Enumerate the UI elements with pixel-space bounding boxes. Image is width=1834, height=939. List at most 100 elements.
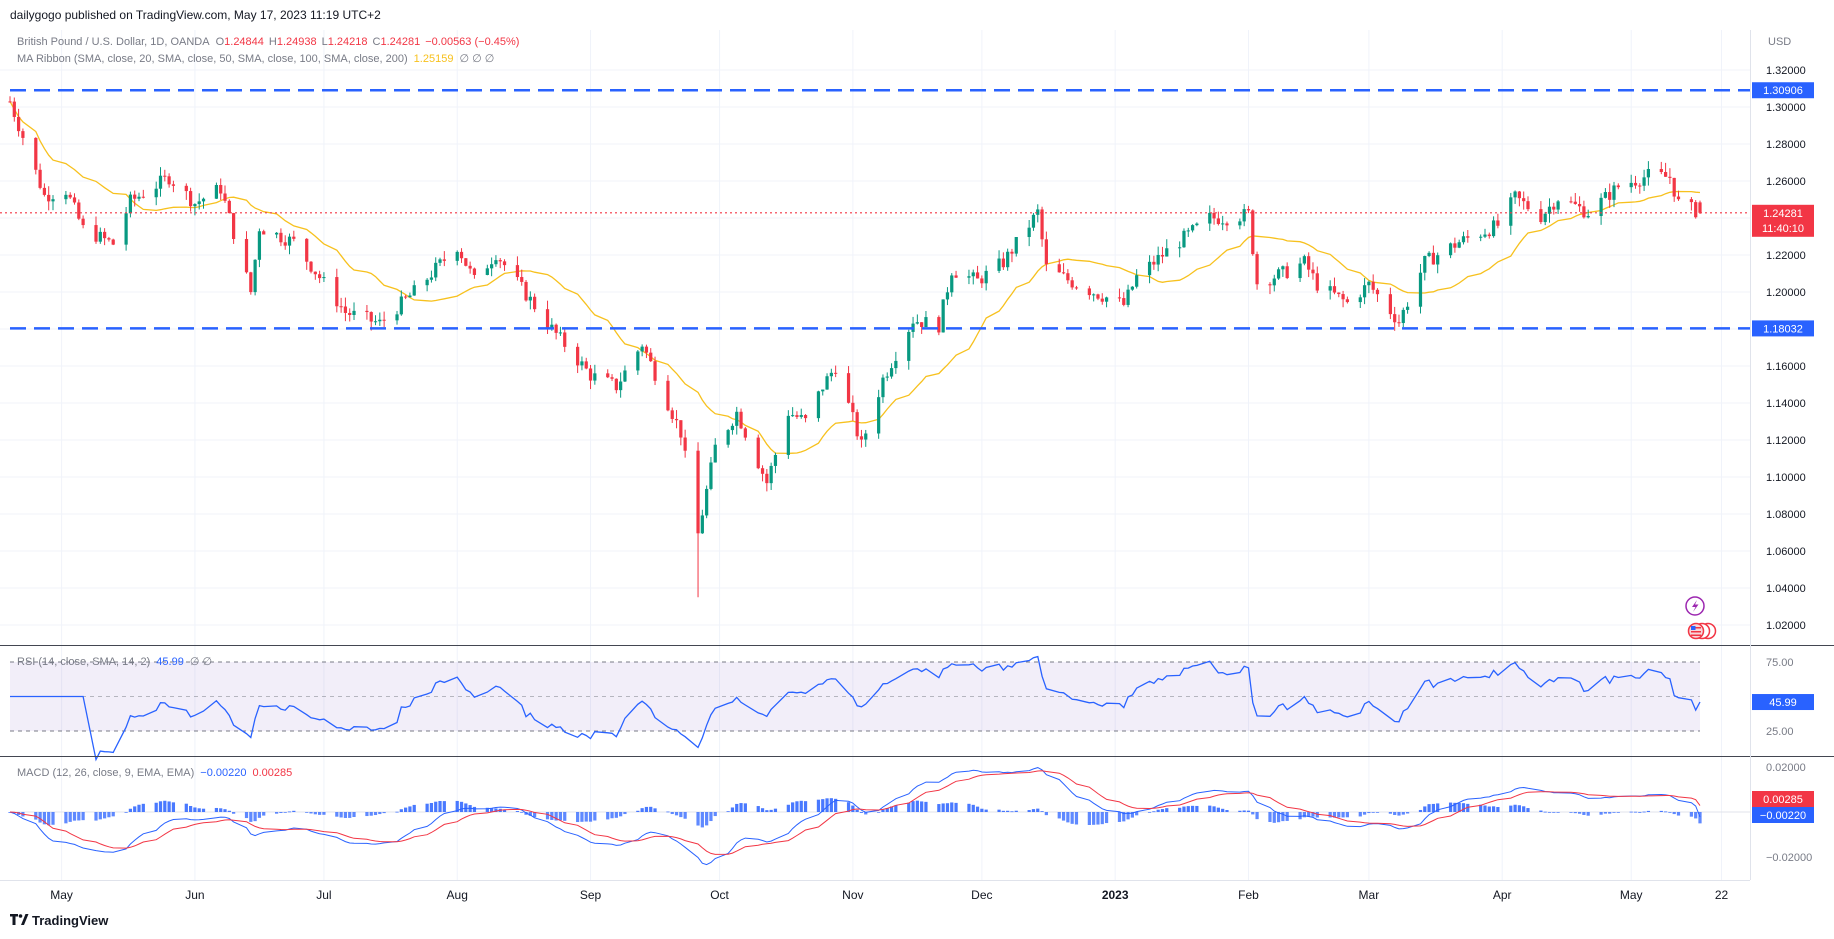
candle-body <box>38 169 42 188</box>
tv-logo-icon[interactable] <box>10 914 29 925</box>
candle-body <box>1397 322 1401 324</box>
candle-body <box>1418 272 1423 307</box>
footer-brand[interactable]: TradingView <box>32 913 109 928</box>
candle-body <box>773 454 778 466</box>
macd-hist-bar <box>1345 812 1349 818</box>
macd-hist-bar <box>214 807 219 812</box>
macd-hist-bar <box>244 812 249 819</box>
macd-hist-bar <box>442 801 446 812</box>
time-label: Jul <box>316 888 331 902</box>
price-tick-label: 1.06000 <box>1766 546 1806 558</box>
candle-body <box>1246 209 1251 211</box>
candles[interactable] <box>8 96 1702 598</box>
macd-hist-bar <box>975 806 980 812</box>
candle-body <box>576 346 580 366</box>
levels[interactable] <box>0 88 1750 330</box>
candle-body <box>1586 216 1590 218</box>
macd-hist-bar <box>1483 805 1487 812</box>
candle-body <box>77 202 81 219</box>
candle-body <box>201 198 206 202</box>
candle-body <box>34 137 38 170</box>
candle-body <box>373 321 378 323</box>
us-gb-flag-icons[interactable] <box>1687 622 1717 640</box>
price-tick-label: 1.28000 <box>1766 139 1806 151</box>
candle-body <box>975 272 980 279</box>
macd-hist-bar <box>1066 812 1070 823</box>
candle-body <box>735 411 739 426</box>
macd-hist-bar <box>769 809 773 812</box>
candle-body <box>1156 254 1160 265</box>
candle-body <box>1104 297 1109 302</box>
macd-hist-bar <box>438 800 442 812</box>
macd-legend[interactable]: MACD (12, 26, close, 9, EMA, EMA) −0.0022… <box>17 767 292 779</box>
candle-body <box>12 101 16 117</box>
macd-hist-bar <box>1362 812 1367 815</box>
candle-body <box>382 319 386 321</box>
macd-hist-bar <box>1311 812 1315 817</box>
macd-hist-bar <box>1178 807 1182 812</box>
macd-hist-bar <box>1225 810 1229 812</box>
candle-body <box>429 277 434 280</box>
candle-body <box>1603 192 1608 198</box>
candle-body <box>1311 269 1315 274</box>
macd-hist-bar <box>1582 812 1586 815</box>
macd-hist-bar <box>1255 812 1259 820</box>
macd-hist-bar <box>369 812 373 816</box>
macd-hist-bar <box>1448 802 1453 812</box>
macd-hist-bar <box>455 800 459 812</box>
candle-body <box>1362 285 1367 298</box>
candle-body <box>1027 227 1031 238</box>
candle-body <box>1281 266 1285 270</box>
candle-body <box>1057 264 1061 273</box>
candle-body <box>726 430 730 445</box>
candle-body <box>1130 286 1134 290</box>
candle-body <box>305 238 309 262</box>
candle-body <box>1276 269 1281 279</box>
macd-hist-bar <box>1010 811 1014 813</box>
candle-body <box>184 185 188 192</box>
rsi-legend[interactable]: RSI (14, close, SMA, 14, 2) 45.99 ∅ ∅ <box>17 656 212 668</box>
lightning-icon[interactable] <box>1685 596 1705 616</box>
ma-ribbon-legend[interactable]: MA Ribbon (SMA, close, 20, SMA, close, 5… <box>17 53 494 65</box>
candle-body <box>343 306 348 313</box>
candle-body <box>163 175 167 177</box>
candle-body <box>653 361 657 381</box>
macd-hist-bar <box>1036 808 1040 812</box>
macd-hist-bar <box>610 812 614 819</box>
macd-hist-bar <box>1337 812 1341 818</box>
macd-hist-bar <box>786 804 790 812</box>
candle-body <box>1461 236 1466 243</box>
macd-value-label-bg <box>1752 807 1814 823</box>
macd-hist-bar <box>1272 812 1276 823</box>
macd-hist-bar <box>1401 812 1405 815</box>
candle-body <box>859 436 864 440</box>
candle-body <box>791 415 795 417</box>
candle-body <box>1509 197 1513 226</box>
candle-body <box>1221 223 1225 225</box>
candle-body <box>1496 220 1500 226</box>
candle-body <box>954 275 958 278</box>
candle-body <box>1251 210 1255 255</box>
macd-hist-bar <box>795 801 799 812</box>
candle-body <box>348 312 352 315</box>
price-tick-label: 1.20000 <box>1766 287 1806 299</box>
time-label: May <box>1620 888 1643 902</box>
macd-hist-bar <box>640 808 644 812</box>
candle-body <box>292 236 296 239</box>
macd-hist-bar <box>606 812 610 820</box>
macd-hist-bar <box>1156 809 1160 812</box>
macd-hist-bar <box>348 812 352 818</box>
macd-hist-bar <box>283 812 287 813</box>
candle-body <box>1337 292 1341 295</box>
macd-hist-bar <box>1165 808 1169 812</box>
time-axis[interactable]: May Jun Jul Aug Sep Oct Nov Dec 2023 Feb Mar Apr May… <box>50 888 1728 902</box>
macd-hist-bar <box>1612 812 1616 813</box>
macd-hist-bar <box>683 812 687 819</box>
candle-body <box>1182 230 1186 248</box>
rsi-value-label: 45.99 <box>1769 697 1797 709</box>
candle-body <box>107 238 111 240</box>
candle-body <box>619 381 623 391</box>
macd-hist-bar <box>1543 811 1547 813</box>
candle-body <box>588 368 593 381</box>
